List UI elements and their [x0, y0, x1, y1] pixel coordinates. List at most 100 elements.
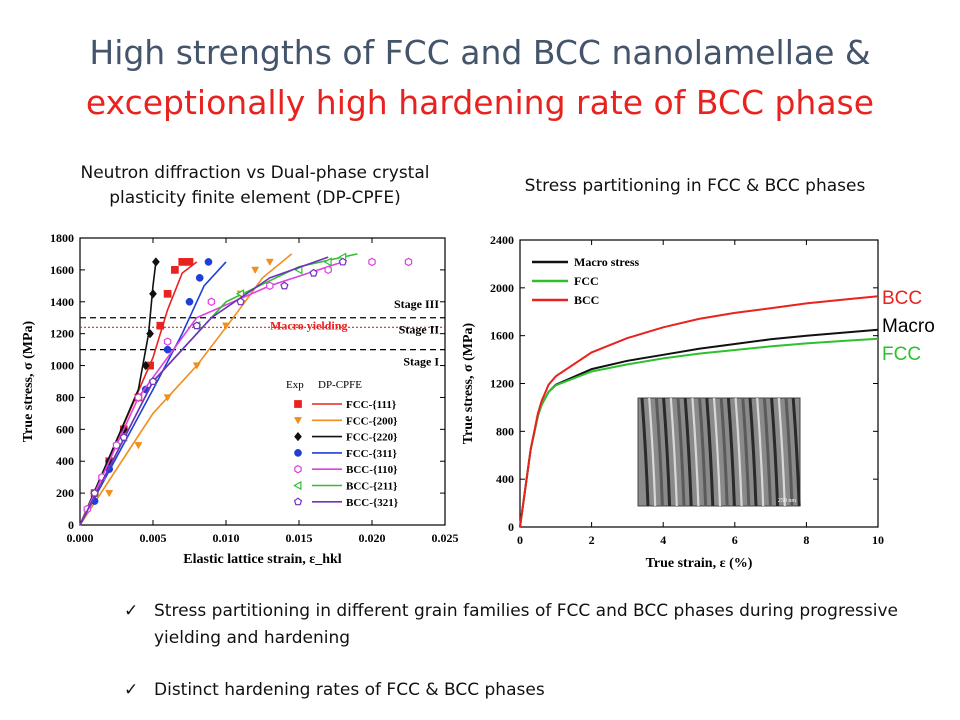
slide-title-line1: High strengths of FCC and BCC nanolamell…	[89, 33, 871, 72]
x-tick-label: 2	[589, 533, 595, 547]
y-tick-label: 800	[496, 424, 514, 438]
lamella-stripe	[762, 397, 772, 507]
legend-label: BCC-{110}	[346, 464, 397, 476]
end-label: Macro	[882, 316, 935, 337]
data-point	[207, 297, 216, 307]
y-tick-label: 1400	[50, 295, 74, 309]
plot-frame	[79, 237, 446, 526]
bullet-text: Stress partitioning in different grain f…	[154, 601, 898, 648]
y-tick-label: 1200	[490, 377, 514, 391]
bullet-item: ✓ Distinct hardening rates of FCC & BCC …	[124, 677, 924, 704]
x-tick-label: 0.005	[140, 531, 167, 545]
lamella-stripe	[648, 397, 657, 507]
lamella-stripe	[741, 397, 751, 507]
x-tick-label: 4	[660, 533, 666, 547]
lamella-stripe	[669, 397, 678, 507]
stage-annotation: Stage II	[399, 323, 440, 337]
data-point	[141, 360, 150, 371]
data-point	[163, 337, 172, 346]
bullet-item: ✓ Stress partitioning in different grain…	[124, 598, 924, 652]
data-point	[221, 322, 231, 330]
model-line	[79, 261, 227, 526]
lamella-stripe	[676, 397, 686, 507]
data-point	[134, 393, 143, 402]
check-icon: ✓	[124, 680, 139, 700]
legend-label: BCC-{211}	[346, 481, 397, 493]
legend-marker	[294, 449, 302, 457]
lamella-stripe	[640, 397, 650, 507]
lamella-stripe	[777, 397, 786, 507]
data-point	[185, 297, 194, 306]
data-point	[90, 488, 99, 497]
y-tick-label: 0	[508, 520, 514, 534]
legend-marker	[293, 497, 303, 506]
left-chart-caption: Neutron diffraction vs Dual-phase crysta…	[80, 163, 430, 208]
x-tick-label: 0.015	[286, 531, 313, 545]
y-tick-label: 1200	[50, 327, 74, 341]
lamella-stripe	[770, 397, 780, 507]
data-point	[266, 281, 274, 291]
lamella-stripe	[654, 397, 664, 507]
legend-label: FCC-{311}	[346, 448, 397, 460]
data-point	[324, 265, 332, 275]
y-axis-label: True stress, σ (MPa)	[461, 322, 476, 444]
legend-marker	[294, 464, 302, 474]
y-tick-label: 200	[56, 486, 74, 500]
y-axis-label: True stress, σ (MPa)	[21, 320, 36, 442]
x-tick-label: 0.025	[432, 531, 459, 545]
y-tick-label: 2400	[490, 233, 514, 247]
data-point	[185, 258, 194, 266]
stress-partitioning-chart: 0 400 800 1200 1600 2000 2400 0 2 4 6 8 10 True strai…	[461, 233, 935, 571]
stage-annotation: Stage III	[394, 297, 439, 311]
lamella-stripe	[719, 397, 729, 507]
legend-marker	[293, 417, 303, 425]
model-line	[79, 253, 358, 526]
data-point	[149, 289, 157, 299]
end-label: BCC	[882, 288, 922, 309]
series-group	[79, 257, 413, 526]
lamella-stripe	[756, 397, 765, 507]
x-tick-label: 10	[872, 533, 884, 547]
data-point	[195, 274, 204, 282]
y-tick-label: 400	[496, 472, 514, 486]
model-line	[79, 256, 329, 526]
lamella-stripe	[705, 397, 715, 507]
legend-label: BCC	[574, 293, 599, 307]
x-tick-label: 0.010	[213, 531, 240, 545]
lamella-stripe	[683, 397, 693, 507]
lamella-stripe	[712, 397, 722, 507]
end-label: FCC	[882, 344, 921, 365]
data-point	[119, 432, 128, 441]
data-point	[204, 258, 213, 266]
lamella-stripe	[734, 397, 743, 507]
data-point	[178, 258, 187, 266]
data-point	[163, 289, 172, 298]
data-point	[112, 440, 121, 450]
inset-micrograph: 250 nm	[637, 397, 801, 507]
y-tick-label: 2000	[490, 281, 514, 295]
model-line	[79, 261, 157, 526]
data-point	[309, 268, 318, 277]
data-point	[235, 289, 245, 299]
data-point	[148, 377, 158, 386]
legend-marker	[294, 431, 302, 442]
right-chart-caption: Stress partitioning in FCC & BCC phases	[524, 176, 866, 196]
legend-header-sim: DP-CPFE	[318, 379, 362, 391]
series-group	[79, 256, 347, 526]
y-tick-label: 1600	[50, 263, 74, 277]
y-tick-label: 1000	[50, 359, 74, 373]
data-point	[163, 394, 172, 402]
series-group	[79, 253, 293, 526]
lamella-stripe	[791, 397, 801, 507]
lattice-strain-chart: 0 200 400 600 800 1000 1200 1400 1600 1800 0.000 0.…	[21, 231, 459, 567]
y-tick-label: 400	[56, 454, 74, 468]
x-tick-label: 0.020	[359, 531, 386, 545]
data-point	[404, 257, 413, 267]
legend-marker	[293, 480, 302, 491]
lamella-stripe	[698, 397, 708, 507]
x-tick-label: 8	[803, 533, 809, 547]
x-axis-label: Elastic lattice strain, ε_hkl	[183, 552, 342, 567]
stage-annotation: Stage I	[403, 355, 439, 369]
data-point	[368, 257, 376, 267]
legend-label: FCC-{200}	[346, 415, 397, 427]
